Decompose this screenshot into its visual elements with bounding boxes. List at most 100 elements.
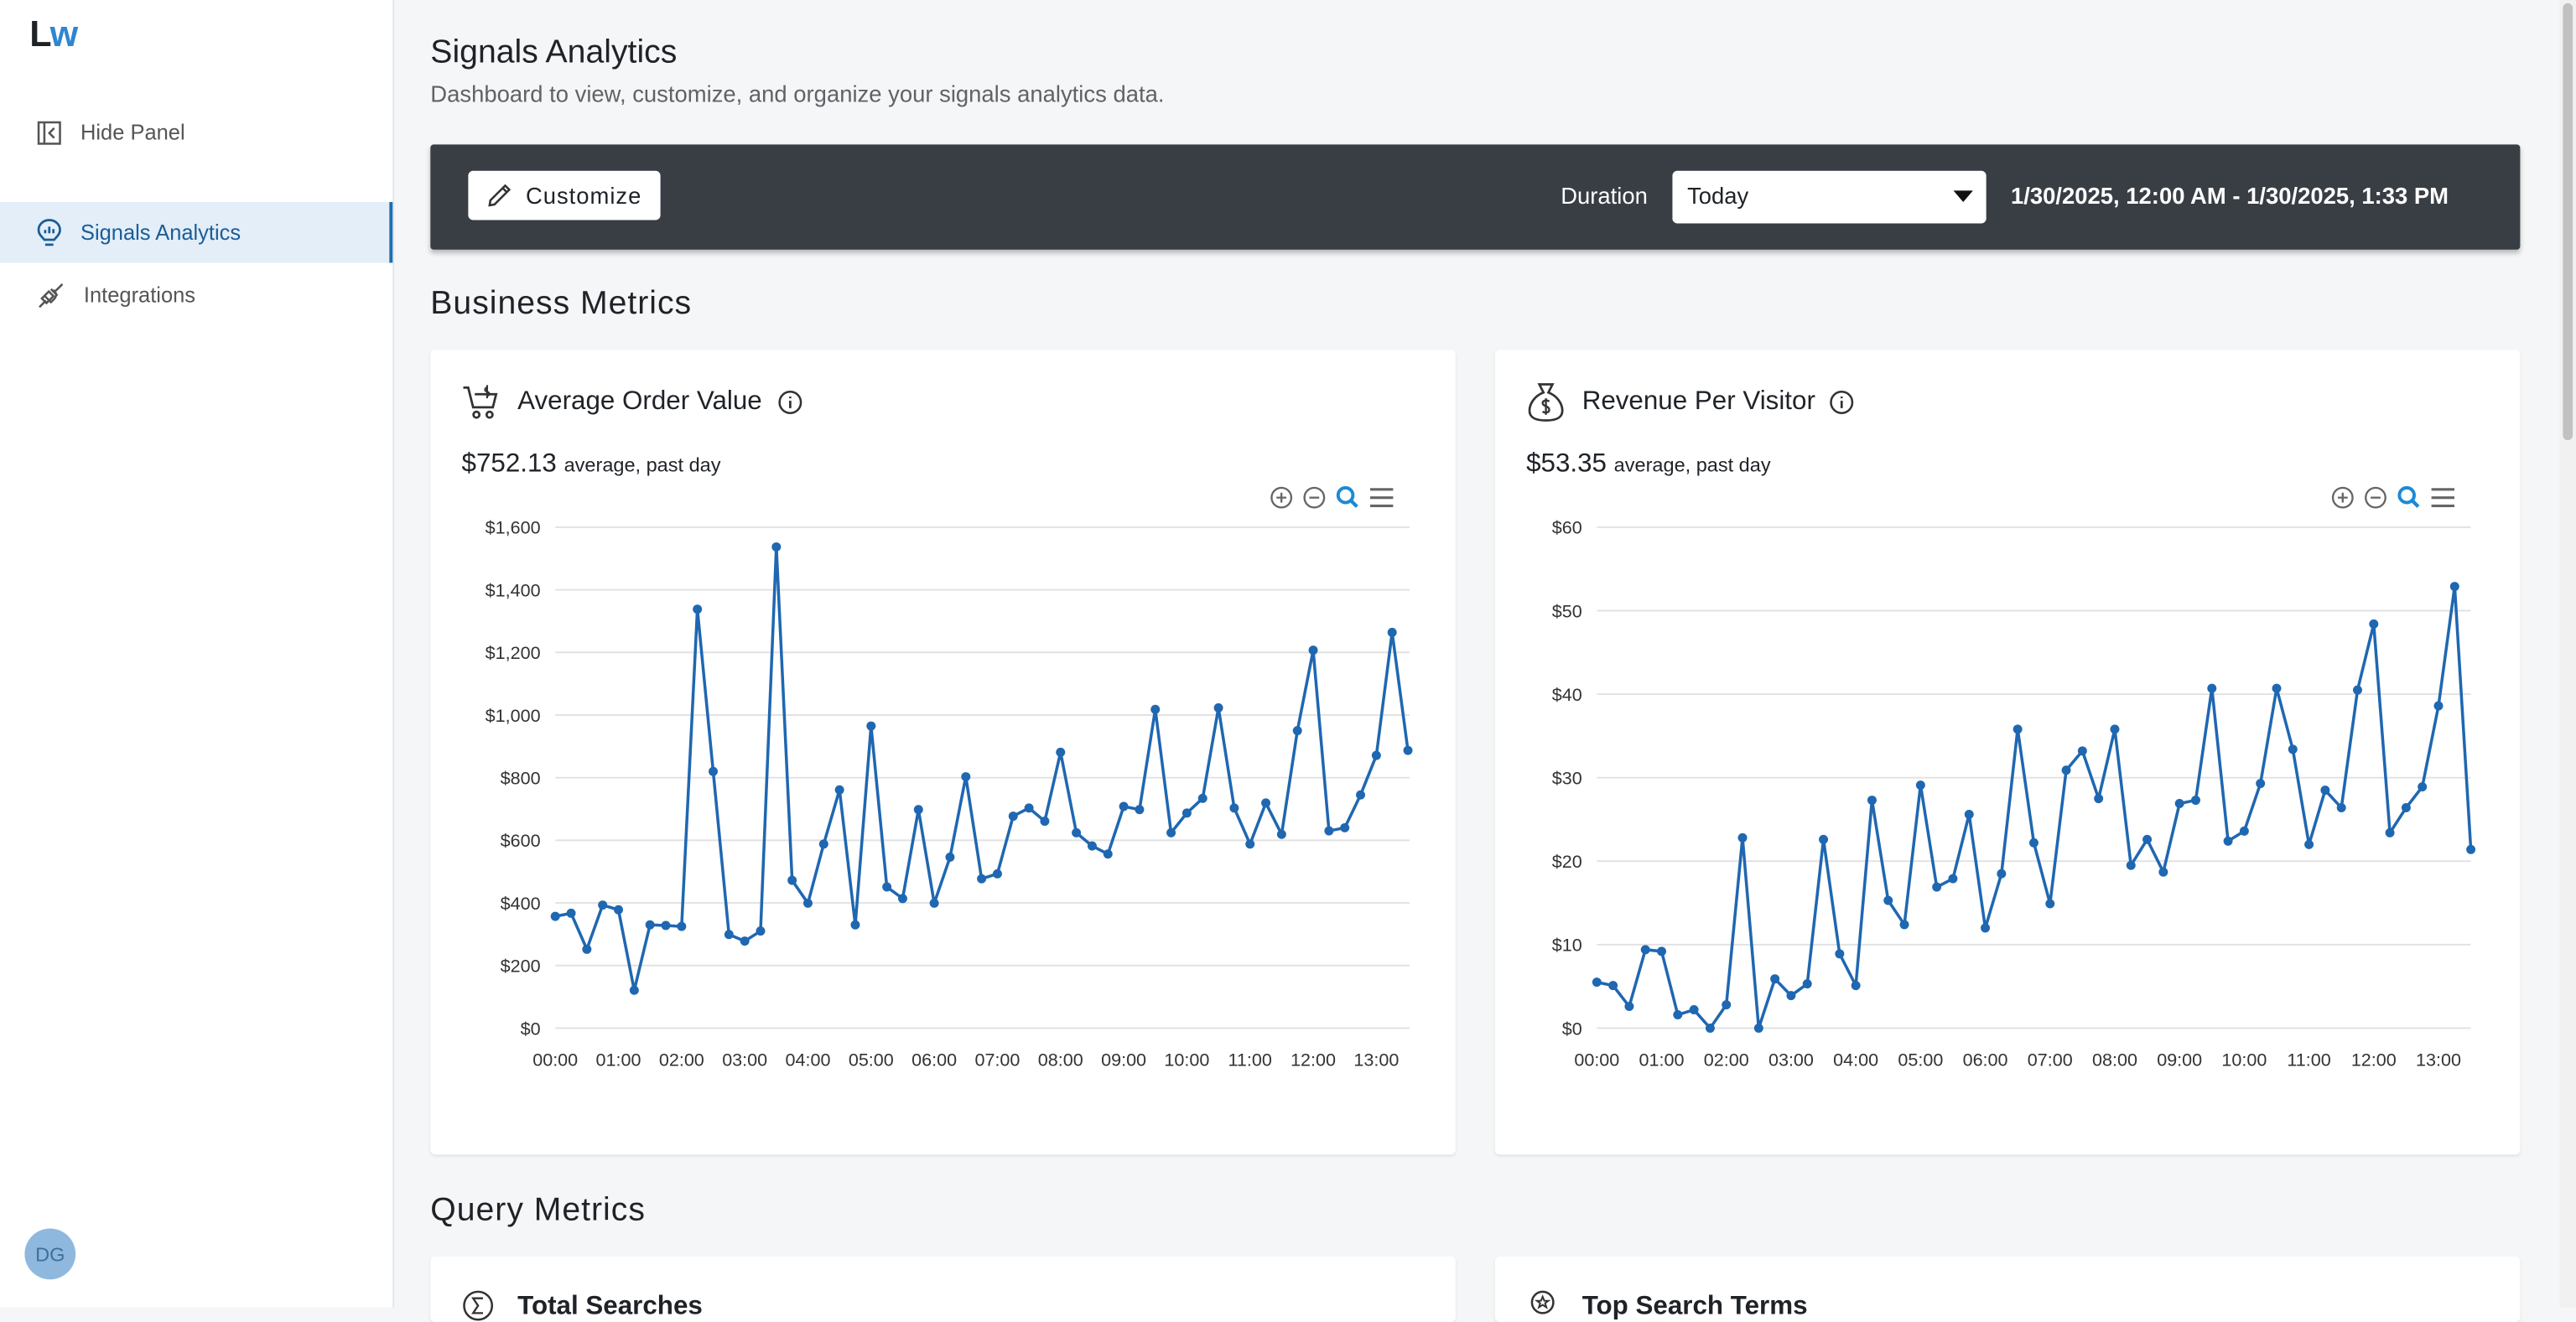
x-tick-label: 01:00 bbox=[1639, 1050, 1685, 1071]
point bbox=[1087, 841, 1097, 851]
point bbox=[2320, 785, 2330, 796]
info-icon[interactable] bbox=[1829, 389, 1855, 415]
x-tick-label: 03:00 bbox=[1768, 1050, 1814, 1071]
point bbox=[1403, 745, 1413, 755]
point bbox=[1997, 868, 2007, 879]
x-tick-label: 11:00 bbox=[2287, 1050, 2330, 1071]
metric-card: Revenue Per Visitor $53.35 average, past… bbox=[1494, 350, 2521, 1155]
point bbox=[2466, 844, 2476, 854]
point bbox=[2045, 899, 2055, 909]
signals-icon bbox=[37, 218, 61, 246]
point bbox=[2077, 746, 2087, 756]
x-tick-label: 02:00 bbox=[659, 1050, 704, 1071]
zoom-select[interactable] bbox=[2397, 485, 2416, 505]
customize-button[interactable]: Customize bbox=[468, 170, 661, 220]
query-card: Total Searches bbox=[430, 1256, 1456, 1322]
point bbox=[992, 868, 1002, 879]
nav-signals[interactable]: Signals Analytics bbox=[0, 201, 393, 263]
chart: $0 $200 $400 $600 $800 $1,000 $1,200 $1,400 $1,6… bbox=[486, 485, 1413, 1071]
x-tick-label: 02:00 bbox=[1704, 1050, 1749, 1071]
x-tick-label: 04:00 bbox=[786, 1050, 831, 1071]
point bbox=[1753, 1023, 1763, 1033]
zoom-select[interactable] bbox=[1336, 485, 1355, 505]
point bbox=[1948, 874, 1958, 884]
avatar[interactable]: DG bbox=[24, 1228, 76, 1280]
logo-l: L bbox=[29, 13, 51, 54]
nav-integrations[interactable]: Integrations bbox=[0, 264, 392, 324]
point bbox=[2272, 683, 2282, 693]
card-title: Top Search Terms bbox=[1581, 1292, 1808, 1321]
card-title: Total Searches bbox=[517, 1292, 703, 1321]
x-tick-label: 08:00 bbox=[1038, 1050, 1083, 1071]
x-tick-label: 00:00 bbox=[1574, 1050, 1619, 1071]
point bbox=[1689, 1005, 1699, 1015]
section-title: Query Metrics bbox=[430, 1192, 646, 1229]
menu-icon[interactable] bbox=[1369, 488, 1394, 507]
x-tick-label: 12:00 bbox=[2351, 1050, 2397, 1071]
summary: $752.13 average, past day bbox=[462, 450, 721, 480]
point bbox=[661, 920, 671, 931]
scrollbar-thumb[interactable] bbox=[2563, 3, 2573, 441]
point bbox=[834, 785, 844, 795]
point bbox=[740, 936, 750, 946]
point bbox=[1915, 780, 1925, 791]
query-card: Top Search Terms bbox=[1494, 1256, 2521, 1322]
customize-label: Customize bbox=[525, 182, 642, 209]
point bbox=[1624, 1002, 1634, 1012]
nav-label: Integrations bbox=[83, 282, 196, 308]
logo[interactable]: Lw bbox=[29, 13, 78, 56]
moneybag-icon bbox=[1528, 383, 1564, 422]
point bbox=[1292, 726, 1302, 736]
point bbox=[1640, 945, 1650, 955]
point bbox=[598, 900, 608, 910]
point bbox=[2449, 582, 2459, 592]
page-title: Signals Analytics bbox=[430, 34, 678, 71]
point bbox=[1024, 803, 1034, 813]
zoom-select-handle bbox=[2410, 499, 2420, 508]
y-tick-label: $20 bbox=[1552, 851, 1582, 872]
x-tick-label: 00:00 bbox=[532, 1050, 578, 1071]
dropdown-arrow bbox=[1953, 190, 1973, 202]
metric-card: Average Order Value $752.13 average, pas… bbox=[430, 350, 1456, 1155]
point bbox=[645, 920, 655, 930]
point bbox=[1981, 923, 1991, 933]
zoom-in[interactable] bbox=[2331, 486, 2354, 509]
x-tick-label: 12:00 bbox=[1291, 1050, 1336, 1071]
summary-value: $53.35 bbox=[1526, 449, 1607, 479]
point bbox=[614, 905, 624, 915]
x-tick-label: 05:00 bbox=[1898, 1050, 1943, 1071]
point bbox=[1276, 829, 1286, 839]
point bbox=[2207, 683, 2217, 693]
zoom-out[interactable] bbox=[1303, 486, 1326, 509]
toolbar: Customize Duration Today 1/30/2025, 12:0… bbox=[430, 144, 2521, 250]
nav-label: Signals Analytics bbox=[80, 220, 242, 245]
menu-icon[interactable] bbox=[2431, 488, 2455, 507]
point bbox=[1705, 1023, 1715, 1033]
summary-value: $752.13 bbox=[461, 449, 557, 479]
y-tick-label: $800 bbox=[501, 768, 541, 789]
x-tick-label: 01:00 bbox=[596, 1050, 641, 1071]
y-tick-label: $40 bbox=[1552, 684, 1582, 705]
sigma-icon bbox=[463, 1290, 494, 1321]
x-tick-label: 10:00 bbox=[2221, 1050, 2267, 1071]
point bbox=[1340, 822, 1350, 832]
info-icon[interactable] bbox=[777, 389, 803, 415]
hide-panel[interactable]: Hide Panel bbox=[0, 101, 392, 162]
point bbox=[1592, 977, 1602, 988]
zoom-in[interactable] bbox=[1270, 486, 1293, 509]
point bbox=[1737, 832, 1748, 842]
duration-select[interactable]: Today bbox=[1672, 170, 1987, 224]
point bbox=[2190, 796, 2200, 806]
point bbox=[2256, 779, 2266, 789]
zoom-out[interactable] bbox=[2365, 486, 2386, 509]
point bbox=[2110, 724, 2120, 734]
point bbox=[1673, 1010, 1683, 1019]
point bbox=[929, 898, 939, 908]
point bbox=[2401, 803, 2411, 813]
duration-value: Today bbox=[1687, 182, 1749, 209]
point bbox=[2142, 834, 2153, 844]
point bbox=[2385, 827, 2395, 837]
point bbox=[1150, 704, 1161, 714]
point bbox=[2433, 701, 2444, 711]
point bbox=[850, 920, 860, 930]
